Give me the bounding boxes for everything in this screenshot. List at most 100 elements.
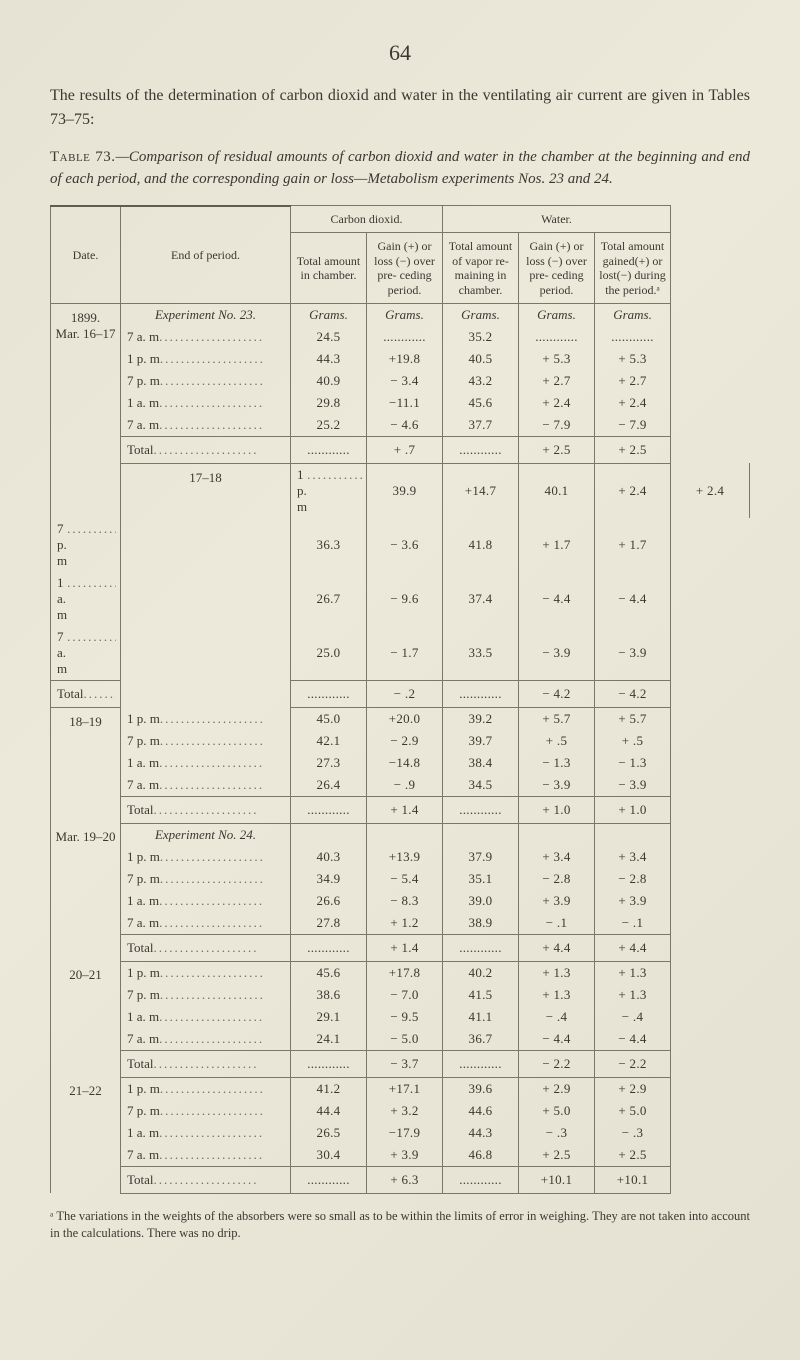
empty-cell <box>519 823 595 846</box>
row-label: 1 a. m.................... <box>121 1122 291 1144</box>
cell: 42.1 <box>291 730 367 752</box>
total-label: Total.................... <box>121 796 291 823</box>
cell: − 9.6 <box>367 572 443 626</box>
row-label: 7 p. m.................... <box>121 984 291 1006</box>
w2: + 2.4 <box>519 392 595 414</box>
cell: + 1.7 <box>519 518 595 572</box>
cell: +10.1 <box>595 1166 671 1193</box>
cell: − 1.7 <box>367 626 443 681</box>
cell: − 4.4 <box>519 1028 595 1051</box>
table-body: 1899.Mar. 16–17Experiment No. 23.Grams.G… <box>51 303 750 1193</box>
cell: − 2.8 <box>519 868 595 890</box>
date-cell: 20–21 <box>51 961 121 1077</box>
w2: ............ <box>519 326 595 348</box>
cell: 39.2 <box>443 707 519 730</box>
units-grams: Grams. <box>291 303 367 326</box>
cell: + 5.0 <box>595 1100 671 1122</box>
row-label: 1 a. m.................... <box>51 572 121 626</box>
cell: − 3.9 <box>595 626 671 681</box>
caption-text: —Comparison of residual amounts of carbo… <box>50 149 750 187</box>
cell: 44.6 <box>443 1100 519 1122</box>
row-label: 1 a. m.................... <box>121 1006 291 1028</box>
cell: − 4.4 <box>595 1028 671 1051</box>
row-label: 7 a. m.................... <box>121 912 291 935</box>
c1: 44.3 <box>291 348 367 370</box>
total-label: Total.................... <box>121 934 291 961</box>
cell: − 7.0 <box>367 984 443 1006</box>
cell: − 2.8 <box>595 868 671 890</box>
cell: − .1 <box>519 912 595 935</box>
row-label: 1 p. m.................... <box>121 1077 291 1100</box>
cell: − .3 <box>519 1122 595 1144</box>
tc1: ............ <box>291 436 367 463</box>
cell: + 1.0 <box>595 796 671 823</box>
cell: 38.4 <box>443 752 519 774</box>
units-grams: Grams. <box>367 303 443 326</box>
cell: 44.4 <box>291 1100 367 1122</box>
cell: + 3.9 <box>367 1144 443 1167</box>
total-label: Total.................... <box>121 1050 291 1077</box>
page-number: 64 <box>50 40 750 66</box>
cell: −14.8 <box>367 752 443 774</box>
cell: + 1.4 <box>367 934 443 961</box>
intro-paragraph: The results of the determination of carb… <box>50 84 750 132</box>
cell: − 4.2 <box>595 680 671 707</box>
cell: − 4.4 <box>595 572 671 626</box>
table-head: Date. End of period. Carbon dioxid. Wate… <box>51 206 750 304</box>
cell: 41.8 <box>443 518 519 572</box>
date-cell: 18–19 <box>51 707 121 823</box>
cell: 30.4 <box>291 1144 367 1167</box>
row-label: 7 a. m.................... <box>121 1144 291 1167</box>
row-label: 1 p. m.................... <box>291 463 367 518</box>
cell: + 2.4 <box>671 463 750 518</box>
date-cell: 21–22 <box>51 1077 121 1193</box>
cell: − 5.4 <box>367 868 443 890</box>
tc2: + .7 <box>367 436 443 463</box>
cell: + 2.5 <box>595 1144 671 1167</box>
cell: + 3.2 <box>367 1100 443 1122</box>
cell: 46.8 <box>443 1144 519 1167</box>
cell: − .4 <box>595 1006 671 1028</box>
cell: + 1.3 <box>595 961 671 984</box>
cell: +10.1 <box>519 1166 595 1193</box>
cell: + .5 <box>519 730 595 752</box>
cell: + 1.7 <box>595 518 671 572</box>
cell: + 1.2 <box>367 912 443 935</box>
empty-cell <box>595 823 671 846</box>
cell: + 1.0 <box>519 796 595 823</box>
cell: 26.4 <box>291 774 367 797</box>
total-label: Total.................... <box>51 680 121 707</box>
hdr-date: Date. <box>51 206 121 304</box>
hdr-end: End of period. <box>121 206 291 304</box>
w1: 35.2 <box>443 326 519 348</box>
cell: − 1.3 <box>519 752 595 774</box>
row-label: 1 a. m.................... <box>121 890 291 912</box>
experiment-title: Experiment No. 23. <box>121 303 291 326</box>
row-label: 7 a. m.................... <box>121 414 291 437</box>
row-label: 1 p. m.................... <box>121 846 291 868</box>
cell: 38.9 <box>443 912 519 935</box>
cell: − 5.0 <box>367 1028 443 1051</box>
cell: 36.7 <box>443 1028 519 1051</box>
cell: − 3.9 <box>519 774 595 797</box>
cell: − .2 <box>367 680 443 707</box>
tw3: + 2.5 <box>595 436 671 463</box>
w2: + 2.7 <box>519 370 595 392</box>
cell: +20.0 <box>367 707 443 730</box>
cell: ............ <box>443 1166 519 1193</box>
cell: 27.3 <box>291 752 367 774</box>
cell: − .4 <box>519 1006 595 1028</box>
cell: + 2.5 <box>519 1144 595 1167</box>
hdr-w1: Total amount of vapor re- maining in cha… <box>443 233 519 304</box>
w3: − 7.9 <box>595 414 671 437</box>
w2: + 5.3 <box>519 348 595 370</box>
row-label: 7 p. m.................... <box>51 518 121 572</box>
cell: 40.3 <box>291 846 367 868</box>
cell: 39.7 <box>443 730 519 752</box>
cell: + 3.9 <box>595 890 671 912</box>
cell: 26.7 <box>291 572 367 626</box>
c2: −11.1 <box>367 392 443 414</box>
cell: 34.5 <box>443 774 519 797</box>
row-label: 1 p. m.................... <box>121 348 291 370</box>
row-label: 7 a. m.................... <box>121 774 291 797</box>
